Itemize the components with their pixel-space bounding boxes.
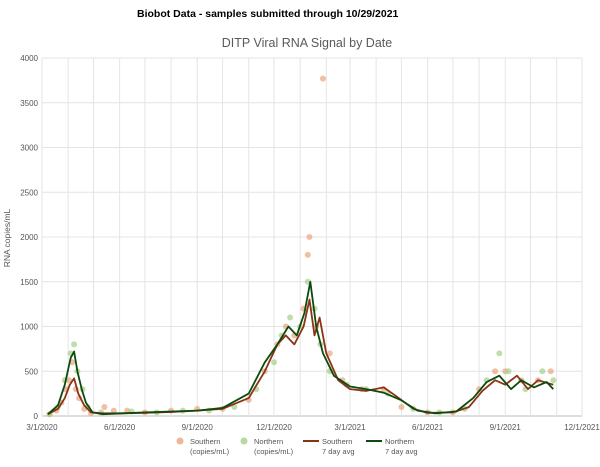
legend-label: (copies/mL): [254, 447, 294, 456]
x-tick-label: 6/1/2020: [104, 423, 136, 432]
series-1-points: [46, 278, 557, 418]
report-header-text: Biobot Data - samples submitted through …: [137, 8, 399, 20]
legend-label: Southern: [322, 437, 352, 446]
x-tick-label: 6/1/2021: [412, 423, 444, 432]
y-tick-label: 2500: [20, 188, 38, 197]
data-point: [492, 368, 499, 375]
y-tick-label: 3500: [20, 99, 38, 108]
data-point: [319, 75, 326, 82]
data-point: [398, 404, 405, 411]
y-tick-label: 0: [34, 412, 39, 421]
chart-title: DITP Viral RNA Signal by Date: [222, 36, 392, 50]
legend-label: (copies/mL): [190, 447, 230, 456]
legend-label: Southern: [190, 437, 220, 446]
data-point: [326, 350, 333, 357]
y-tick-label: 3000: [20, 144, 38, 153]
legend-marker: [176, 437, 184, 445]
data-point: [287, 314, 294, 321]
report-header: Biobot Data - samples submitted through …: [0, 0, 600, 24]
y-tick-labels: 0 500 1000 1500 2000 2500 3000 3500 4000: [20, 54, 38, 421]
y-tick-label: 1000: [20, 323, 38, 332]
x-tick-label: 9/1/2021: [490, 423, 522, 432]
legend-marker: [240, 437, 248, 445]
x-tick-label: 3/1/2020: [26, 423, 58, 432]
plot-area: [46, 75, 557, 418]
x-tick-labels: 3/1/2020 6/1/2020 9/1/2020 12/1/2020 3/1/202…: [26, 423, 600, 432]
legend-label: Northern: [385, 437, 414, 446]
data-point: [271, 359, 278, 366]
legend-label: 7 day avg: [385, 447, 418, 456]
legend: Southern(copies/mL)Northern(copies/mL)So…: [176, 437, 418, 456]
data-point: [306, 234, 313, 240]
data-point: [304, 251, 311, 258]
data-point: [550, 377, 557, 384]
data-point: [71, 341, 78, 348]
legend-item: Northern(copies/mL): [240, 437, 294, 456]
y-tick-label: 1500: [20, 278, 38, 287]
data-point: [547, 368, 554, 375]
y-tick-label: 2000: [20, 233, 38, 242]
y-tick-label: 500: [25, 367, 39, 376]
legend-label: 7 day avg: [322, 447, 355, 456]
legend-item: Southern(copies/mL): [176, 437, 230, 456]
x-tick-label: 12/1/2021: [564, 423, 600, 432]
data-point: [496, 350, 503, 357]
data-point: [101, 404, 108, 411]
x-tick-label: 9/1/2020: [182, 423, 214, 432]
data-point: [66, 377, 72, 384]
y-axis-label: RNA copies/mL: [2, 208, 12, 267]
x-tick-label: 12/1/2020: [256, 423, 292, 432]
legend-label: Northern: [254, 437, 283, 446]
data-point: [110, 407, 117, 414]
data-point: [505, 368, 512, 375]
series-line: [47, 280, 554, 416]
gridlines: [41, 57, 583, 417]
y-tick-label: 4000: [20, 54, 38, 63]
x-tick-label: 3/1/2021: [334, 423, 366, 432]
series-line: [47, 298, 554, 415]
data-point: [539, 368, 546, 375]
